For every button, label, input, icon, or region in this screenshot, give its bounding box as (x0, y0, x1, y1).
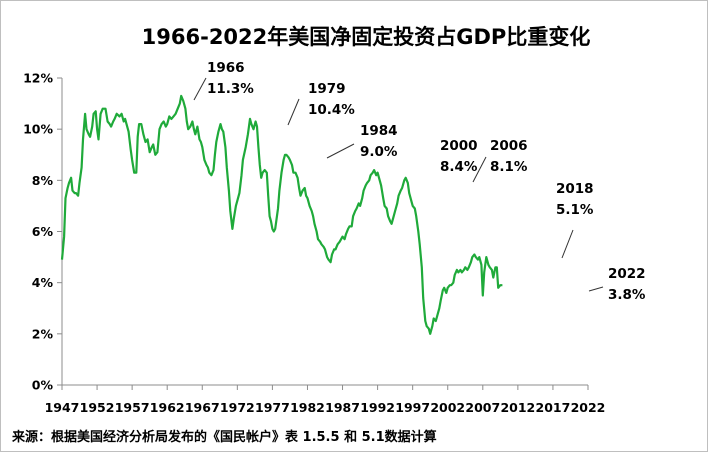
y-tick-label: 2% (32, 326, 54, 341)
chart-source: 来源：根据美国经济分析局发布的《国民帐户》表 1.5.5 和 5.1数据计算 (11, 429, 437, 445)
annotation-leader (588, 286, 604, 292)
annotation-year: 2006 (490, 138, 528, 154)
x-tick-label: 1962 (150, 400, 185, 415)
series-line (60, 94, 503, 335)
x-tick-label: 2007 (465, 400, 500, 415)
x-tick-label: 1987 (325, 400, 360, 415)
annotation-value: 11.3% (207, 81, 254, 97)
annotation-leader (287, 98, 300, 126)
annotation-value: 8.4% (440, 159, 478, 175)
y-tick-label: 12% (23, 71, 53, 86)
x-tick-label: 2017 (536, 400, 571, 415)
x-tick-label: 1972 (220, 400, 255, 415)
x-tick-label: 1957 (115, 400, 150, 415)
y-tick-label: 6% (32, 224, 54, 239)
annotation-value: 3.8% (608, 287, 646, 303)
annotation-value: 9.0% (360, 144, 398, 160)
x-tick-label: 1997 (395, 400, 430, 415)
x-tick-label: 1977 (255, 400, 290, 415)
y-tick-label: 10% (23, 122, 53, 137)
annotation-value: 5.1% (556, 202, 594, 218)
x-tick-label: 2012 (500, 400, 535, 415)
axes (57, 77, 589, 390)
annotation-value: 8.1% (490, 159, 528, 175)
annotation-year: 1979 (308, 81, 346, 97)
y-tick-label: 8% (32, 173, 54, 188)
tick-labels: 0% 2% 4% 6% 8% 10% 12% 1947 1952 1957 1962 1967 1972… (23, 71, 605, 416)
annotation-leader (472, 156, 487, 183)
x-tick-label: 1947 (45, 400, 80, 415)
annotation-leader (326, 143, 355, 159)
annotation-year: 2018 (556, 181, 594, 197)
series-layer (60, 94, 503, 335)
chart-title: 1966-2022年美国净固定投资占GDP比重变化 (142, 25, 591, 49)
annotation-leader (561, 229, 574, 259)
annotation-leader (193, 77, 207, 101)
x-tick-label: 1967 (185, 400, 220, 415)
annotations: 1966 11.3% 1979 10.4% 1984 9.0% 2000 8.4% 2006 8.… (193, 60, 646, 303)
annotation-year: 1966 (207, 60, 245, 76)
x-tick-label: 1952 (80, 400, 115, 415)
annotation-year: 2000 (440, 138, 478, 154)
y-tick-label: 4% (32, 275, 54, 290)
annotation-value: 10.4% (308, 102, 355, 118)
x-tick-label: 1992 (360, 400, 395, 415)
annotation-year: 1984 (360, 123, 398, 139)
x-tick-label: 1982 (290, 400, 325, 415)
x-tick-label: 2002 (430, 400, 465, 415)
y-tick-label: 0% (32, 378, 54, 393)
x-tick-label: 2022 (571, 400, 606, 415)
annotation-year: 2022 (608, 266, 646, 282)
